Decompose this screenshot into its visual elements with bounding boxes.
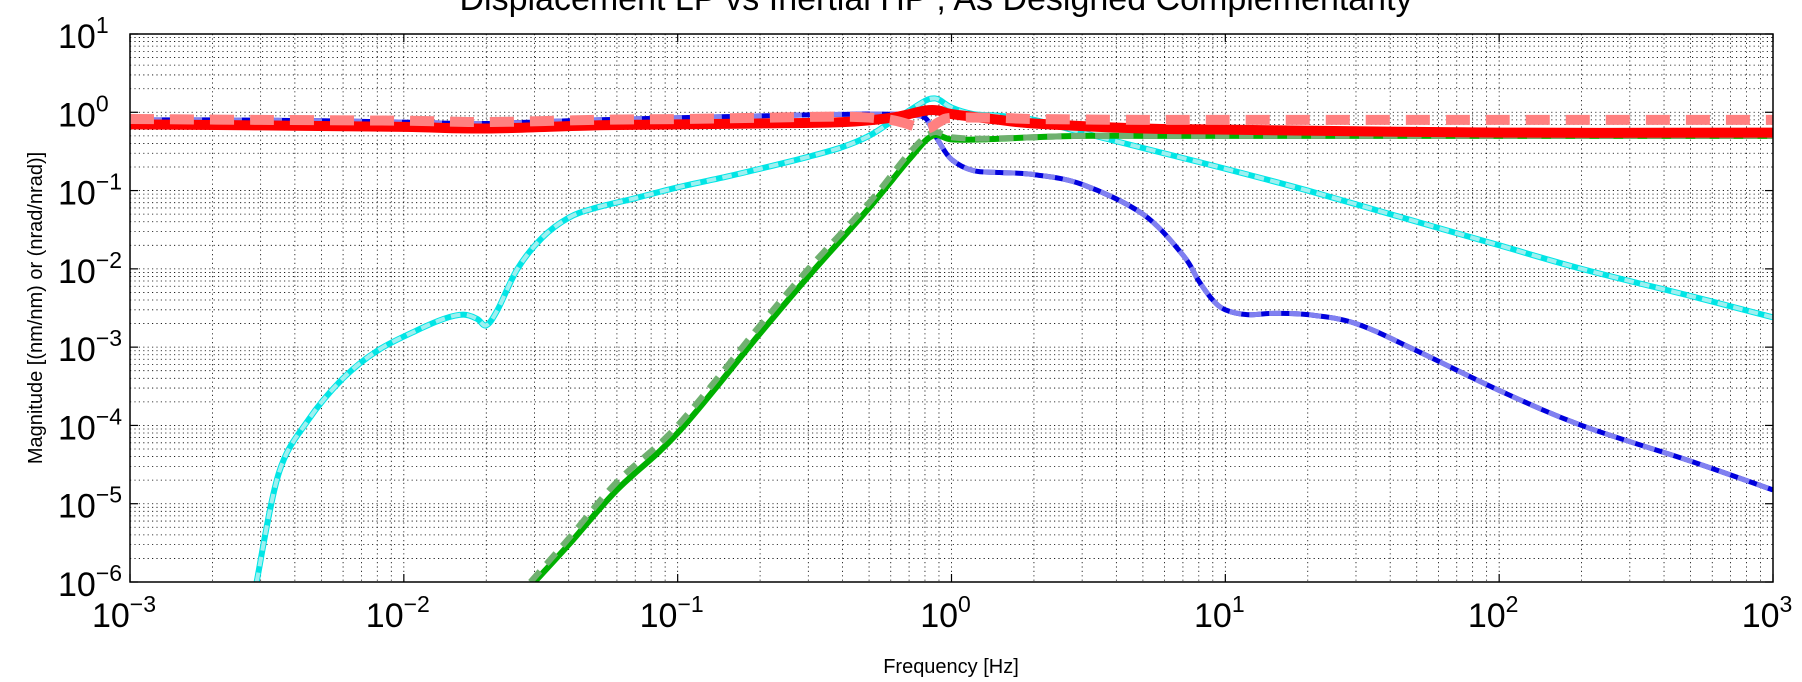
y-tick-label: 10−2 — [58, 247, 122, 291]
series-layer — [130, 95, 1773, 582]
y-tick-label: 10−5 — [58, 482, 122, 526]
y-axis-label: Magnitude [(nm/nm) or (nrad/nrad)] — [25, 152, 47, 464]
y-tick-label: 10−1 — [58, 169, 122, 213]
y-tick-label: 10−4 — [58, 403, 122, 447]
x-tick-label: 102 — [1468, 591, 1519, 635]
y-axis-ticks: 101 100 10−1 10−2 10−3 10−4 10−5 10−6 — [58, 12, 1773, 604]
x-tick-label: 10−3 — [92, 591, 156, 635]
series-line-8 — [130, 111, 1773, 134]
chart-title: Displacement LP vs Inertial HP , As Desi… — [459, 0, 1412, 18]
series-line-7 — [130, 104, 1773, 138]
x-tick-label: 10−2 — [366, 591, 430, 635]
series-line-6 — [528, 129, 1773, 582]
y-tick-label: 10−3 — [58, 325, 122, 369]
x-tick-label: 10−1 — [640, 591, 704, 635]
y-tick-label: 101 — [58, 12, 109, 56]
x-axis-label: Frequency [Hz] — [883, 656, 1019, 678]
y-tick-label: 10−6 — [58, 560, 122, 604]
x-tick-label: 100 — [920, 591, 971, 635]
series-line-2 — [254, 96, 1773, 582]
y-tick-label: 100 — [58, 90, 109, 134]
x-tick-label: 103 — [1742, 591, 1793, 635]
x-axis-ticks: 10−3 10−2 10−1 100 101 102 103 — [92, 34, 1792, 635]
x-tick-label: 101 — [1194, 591, 1245, 635]
